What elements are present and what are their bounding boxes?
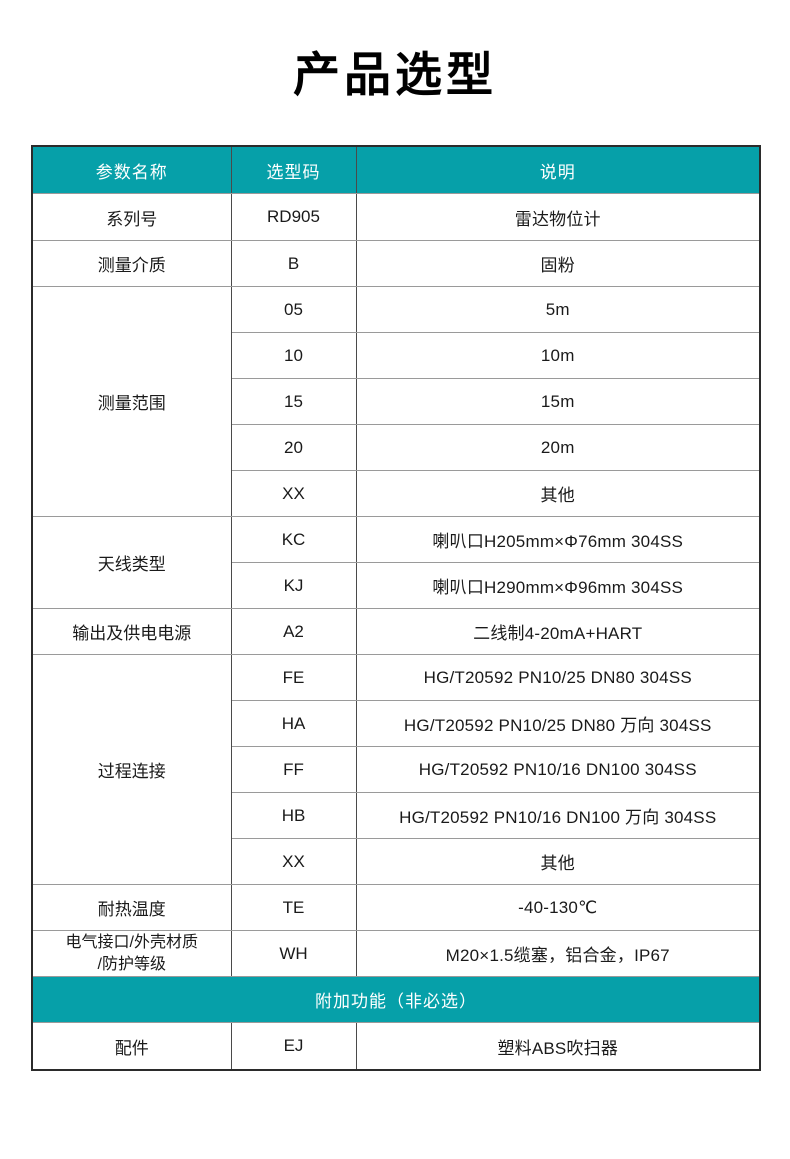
table-row: 20 20m (32, 424, 761, 471)
table-row: XX 其他 (32, 838, 761, 885)
table-header-row: 参数名称 选型码 说明 (31, 145, 761, 194)
cell-param-temperature: 耐热温度 (31, 884, 232, 931)
cell-code-range-10: 10 (230, 332, 357, 379)
table-header: 参数名称 选型码 说明 (31, 145, 761, 194)
cell-code-electrical: WH (230, 930, 357, 977)
table-row: 测量范围 05 5m (31, 286, 761, 517)
cell-desc-antenna-kc: 喇叭口H205mm×Φ76mm 304SS (355, 516, 761, 563)
cell-code-antenna-kj: KJ (230, 562, 357, 609)
table-row: 系列号 RD905 雷达物位计 (31, 193, 761, 241)
cell-desc-process-ff: HG/T20592 PN10/16 DN100 304SS (355, 746, 761, 793)
table-row: 10 10m (32, 332, 761, 379)
cell-code-range-xx: XX (230, 470, 357, 517)
cell-desc-process-xx: 其他 (355, 838, 761, 885)
cell-code-medium: B (230, 240, 357, 287)
cell-code-process-hb: HB (230, 792, 357, 839)
cell-code-range-05: 05 (230, 286, 357, 333)
section-banner-optional-functions: 附加功能（非必选） (31, 976, 761, 1023)
cell-param-electrical: 电气接口/外壳材质 /防护等级 (31, 930, 232, 977)
cell-code-output: A2 (230, 608, 357, 655)
cell-param-antenna: 天线类型 (31, 516, 232, 609)
table-row: HA HG/T20592 PN10/25 DN80 万向 304SS (32, 700, 761, 747)
cell-desc-process-fe: HG/T20592 PN10/25 DN80 304SS (355, 654, 761, 701)
cell-code-process-ha: HA (230, 700, 357, 747)
table-section-banner-row: 附加功能（非必选） (31, 976, 761, 1023)
cell-desc-range-05: 5m (355, 286, 761, 333)
specification-table: 参数名称 选型码 说明 系列号 RD905 雷达物位计 测量介质 B 固粉 测 (31, 145, 761, 1071)
table-body: 系列号 RD905 雷达物位计 测量介质 B 固粉 测量范围 05 5m 10 … (31, 193, 761, 1070)
table-row: 配件 EJ 塑料ABS吹扫器 (31, 1022, 761, 1070)
cell-desc-accessory: 塑料ABS吹扫器 (355, 1022, 761, 1070)
cell-code-process-ff: FF (230, 746, 357, 793)
table-row: XX 其他 (32, 470, 761, 517)
cell-desc-medium: 固粉 (355, 240, 761, 287)
cell-code-accessory: EJ (230, 1022, 357, 1070)
cell-desc-series: 雷达物位计 (355, 193, 761, 241)
specification-table-container: 参数名称 选型码 说明 系列号 RD905 雷达物位计 测量介质 B 固粉 测 (31, 145, 761, 1071)
table-row: 电气接口/外壳材质 /防护等级 WH M20×1.5缆塞，铝合金，IP67 (31, 930, 761, 977)
table-row: 测量介质 B 固粉 (31, 240, 761, 287)
table-row: FF HG/T20592 PN10/16 DN100 304SS (32, 746, 761, 793)
cell-code-antenna-kc: KC (230, 516, 357, 563)
cell-desc-antenna-kj: 喇叭口H290mm×Φ96mm 304SS (355, 562, 761, 609)
column-header-param: 参数名称 (31, 145, 232, 194)
cell-param-series: 系列号 (31, 193, 232, 241)
column-header-desc: 说明 (355, 145, 761, 194)
cell-code-temperature: TE (230, 884, 357, 931)
table-row: 15 15m (32, 378, 761, 425)
cell-desc-process-hb: HG/T20592 PN10/16 DN100 万向 304SS (355, 792, 761, 839)
table-row: 耐热温度 TE -40-130℃ (31, 884, 761, 931)
cell-desc-process-ha: HG/T20592 PN10/25 DN80 万向 304SS (355, 700, 761, 747)
cell-param-electrical-line2: /防护等级 (97, 955, 166, 973)
cell-param-range: 测量范围 (31, 286, 232, 517)
cell-param-electrical-line1: 电气接口/外壳材质 (65, 933, 198, 951)
cell-desc-range-20: 20m (355, 424, 761, 471)
cell-code-range-15: 15 (230, 378, 357, 425)
cell-desc-range-xx: 其他 (355, 470, 761, 517)
cell-code-process-fe: FE (230, 654, 357, 701)
cell-desc-range-15: 15m (355, 378, 761, 425)
cell-param-accessory: 配件 (31, 1022, 232, 1070)
table-row: 天线类型 KC 喇叭口H205mm×Φ76mm 304SS (31, 516, 761, 609)
column-header-code: 选型码 (230, 145, 357, 194)
cell-desc-range-10: 10m (355, 332, 761, 379)
cell-code-range-20: 20 (230, 424, 357, 471)
cell-desc-electrical: M20×1.5缆塞，铝合金，IP67 (355, 930, 761, 977)
table-row: 输出及供电电源 A2 二线制4-20mA+HART (31, 608, 761, 655)
cell-code-series: RD905 (230, 193, 357, 241)
table-row: KJ 喇叭口H290mm×Φ96mm 304SS (32, 562, 761, 609)
cell-param-output: 输出及供电电源 (31, 608, 232, 655)
cell-desc-temperature: -40-130℃ (355, 884, 761, 931)
table-row: HB HG/T20592 PN10/16 DN100 万向 304SS (32, 792, 761, 839)
cell-param-process: 过程连接 (31, 654, 232, 885)
page-title: 产品选型 (293, 48, 497, 101)
table-row: 过程连接 FE HG/T20592 PN10/25 DN80 304SS (31, 654, 761, 885)
cell-code-process-xx: XX (230, 838, 357, 885)
cell-desc-output: 二线制4-20mA+HART (355, 608, 761, 655)
cell-param-medium: 测量介质 (31, 240, 232, 287)
